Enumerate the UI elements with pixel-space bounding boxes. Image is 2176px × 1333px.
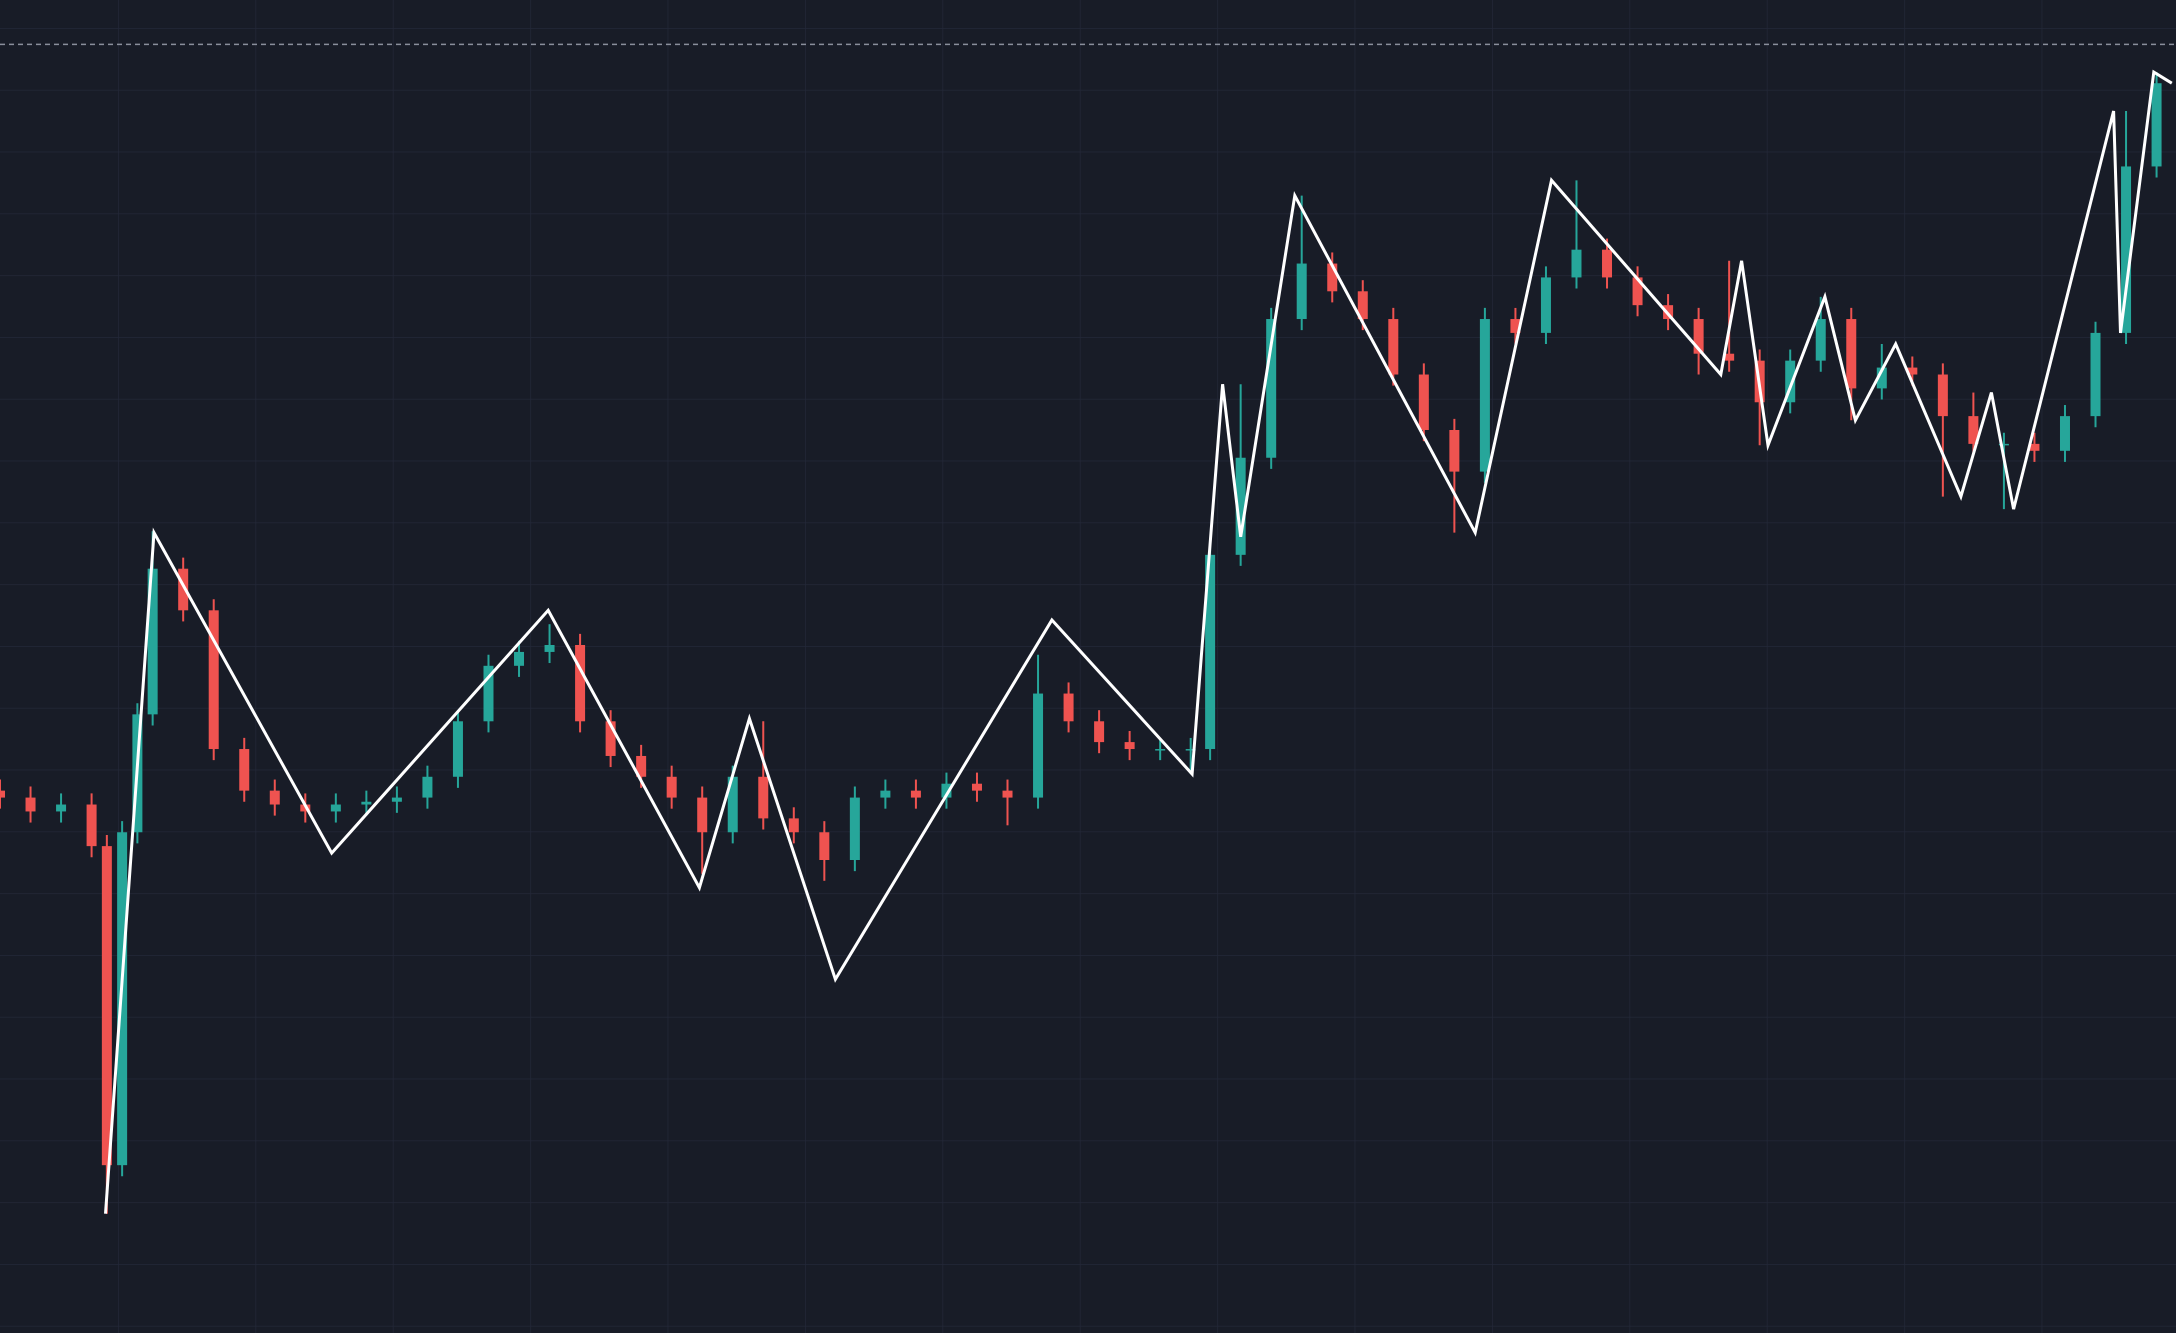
candle-body [1296, 263, 1307, 320]
candle-body [452, 721, 463, 777]
candle-body [1357, 291, 1368, 320]
candle-body [1033, 693, 1044, 798]
candle-body [2121, 166, 2132, 333]
candle-body [1632, 277, 1643, 306]
candle-body [1846, 319, 1857, 389]
candle-body [1907, 367, 1918, 375]
candle-body [1002, 790, 1013, 798]
candle-body [1479, 319, 1490, 472]
candle-body [1968, 416, 1979, 444]
candle-body [269, 790, 280, 805]
candle-body [880, 790, 891, 798]
candle-body [971, 783, 982, 791]
candle-body [758, 776, 769, 819]
candle-body [1266, 319, 1277, 458]
candle-body [1876, 367, 1887, 389]
candle-body [1388, 319, 1399, 375]
candle-body [391, 797, 402, 802]
candle-body [1063, 693, 1074, 722]
candle-body [2029, 443, 2040, 451]
candle-body [788, 818, 799, 833]
candle-body [727, 776, 738, 833]
candle-body [1327, 263, 1338, 292]
candle-body [2059, 416, 2070, 451]
candle-body [1094, 721, 1105, 743]
candle-body [483, 665, 494, 722]
candle-body [1602, 249, 1613, 278]
candle-body [1449, 430, 1460, 472]
candle-body [2090, 332, 2101, 417]
zigzag-line [104, 69, 2173, 1214]
candle-body [178, 568, 189, 611]
candle-body [849, 797, 860, 860]
candle-body [330, 804, 341, 812]
candle-body [56, 804, 67, 812]
candle-body [2151, 83, 2162, 167]
candle-body [361, 801, 372, 805]
candle-body [422, 776, 433, 798]
candle-body [910, 790, 921, 798]
candle-body [25, 797, 36, 812]
candle-body [575, 645, 586, 722]
candle-body [605, 721, 616, 756]
candle-body [0, 790, 5, 798]
candle-body [1510, 319, 1521, 333]
candle-body [514, 651, 525, 666]
candle-body [941, 783, 952, 798]
candle-body [1785, 360, 1796, 403]
candle-body [1998, 443, 2009, 446]
overlay [0, 43, 2176, 1214]
candle-body [819, 832, 830, 860]
candle-body [208, 610, 219, 750]
candle-body [147, 568, 158, 715]
candle-body [697, 797, 708, 833]
candle-body [666, 776, 677, 798]
candle-body [1540, 277, 1551, 333]
candle-body [239, 749, 250, 791]
candle-body [636, 755, 647, 777]
candle-body [101, 846, 112, 1166]
candle-body [544, 645, 555, 652]
candle-body [86, 804, 97, 847]
candle-body [1418, 374, 1429, 430]
candle-body [1155, 749, 1166, 751]
candle-body [1571, 249, 1582, 278]
candle-body [1693, 319, 1704, 354]
candle-body [1185, 749, 1196, 751]
candle-body [1937, 374, 1948, 417]
candle-body [1815, 319, 1826, 361]
candle-body [1724, 353, 1735, 361]
candle-body [1205, 554, 1216, 750]
candle-body [1235, 457, 1246, 555]
candle-body [1124, 742, 1135, 750]
